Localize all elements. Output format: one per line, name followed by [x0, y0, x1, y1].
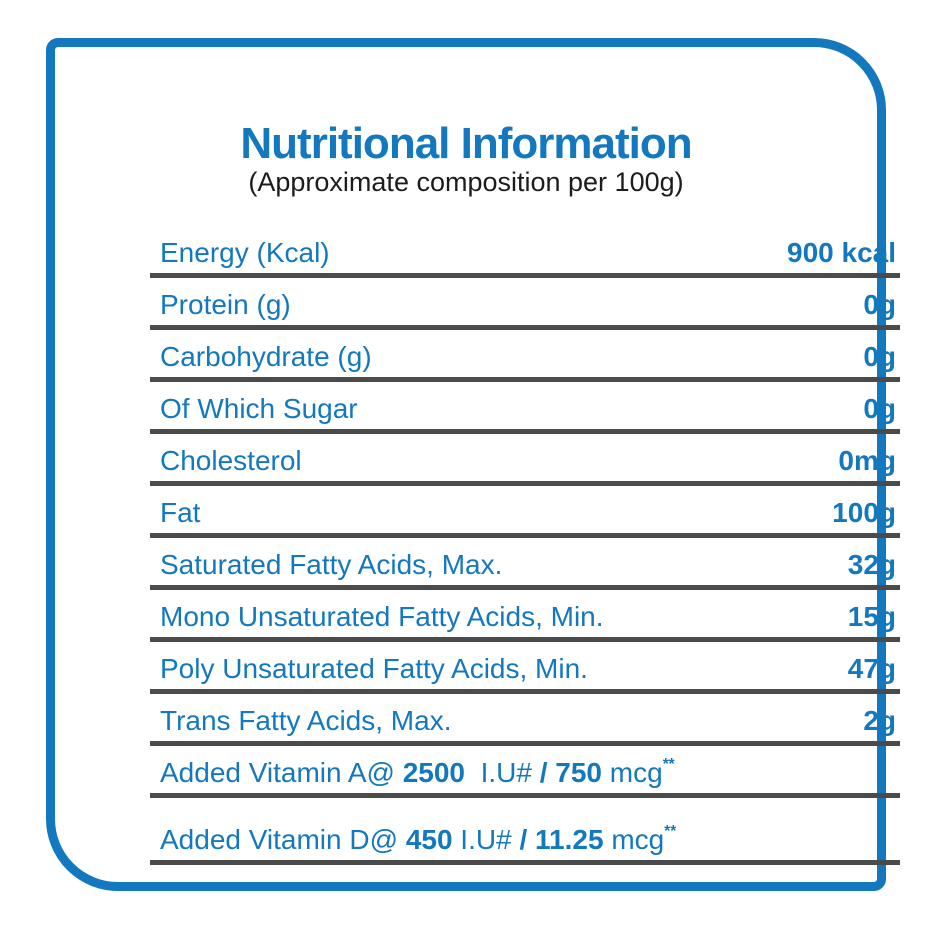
- row-value: 32g: [847, 549, 896, 580]
- row-value: 0g: [863, 393, 896, 424]
- page-title: Nutritional Information: [240, 119, 692, 168]
- row-label: Poly Unsaturated Fatty Acids, Min.: [160, 653, 588, 684]
- footnote-asterisks: **: [664, 823, 677, 841]
- table-row: Added Vitamin A@ 2500 I.U# / 750 mcg**: [150, 746, 900, 798]
- row-value: 0g: [863, 341, 896, 372]
- row-label: Carbohydrate (g): [160, 341, 372, 372]
- table-row: Mono Unsaturated Fatty Acids, Min. 15g: [150, 590, 900, 642]
- footnote-asterisks: **: [662, 756, 675, 774]
- row-label: Mono Unsaturated Fatty Acids, Min.: [160, 601, 604, 632]
- row-value: 0mg: [838, 445, 896, 476]
- row-value: 47g: [847, 653, 896, 684]
- row-value: 15g: [847, 601, 896, 632]
- row-label: Protein (g): [160, 289, 291, 320]
- table-row: Protein (g) 0g: [150, 278, 900, 330]
- table-row: Saturated Fatty Acids, Max. 32g: [150, 538, 900, 590]
- row-label: Of Which Sugar: [160, 393, 358, 424]
- table-row: Fat 100g: [150, 486, 900, 538]
- row-label: Added Vitamin A@ 2500 I.U# / 750 mcg**: [160, 756, 675, 788]
- row-value: 900 kcal: [787, 237, 896, 268]
- table-row: Added Vitamin D@ 450 I.U# / 11.25 mcg**: [150, 798, 900, 865]
- nutrition-table: Energy (Kcal) 900 kcal Protein (g) 0g Carboh…: [150, 226, 900, 865]
- row-value: 100g: [832, 497, 896, 528]
- table-row: Cholesterol 0mg: [150, 434, 900, 486]
- page-subtitle: (Approximate composition per 100g): [248, 167, 684, 197]
- table-row: Poly Unsaturated Fatty Acids, Min. 47g: [150, 642, 900, 694]
- row-value: 0g: [863, 289, 896, 320]
- label-border: Nutritional Information (Approximate com…: [46, 38, 900, 891]
- table-row: Trans Fatty Acids, Max. 2g: [150, 694, 900, 746]
- row-label: Energy (Kcal): [160, 237, 330, 268]
- table-row: Of Which Sugar 0g: [150, 382, 900, 434]
- table-row: Energy (Kcal) 900 kcal: [150, 226, 900, 278]
- row-label: Fat: [160, 497, 201, 528]
- table-row: Carbohydrate (g) 0g: [150, 330, 900, 382]
- row-label: Added Vitamin D@ 450 I.U# / 11.25 mcg**: [160, 823, 677, 855]
- row-label: Cholesterol: [160, 445, 302, 476]
- row-label: Saturated Fatty Acids, Max.: [160, 549, 503, 580]
- row-label: Trans Fatty Acids, Max.: [160, 705, 452, 736]
- row-value: 2g: [863, 705, 896, 736]
